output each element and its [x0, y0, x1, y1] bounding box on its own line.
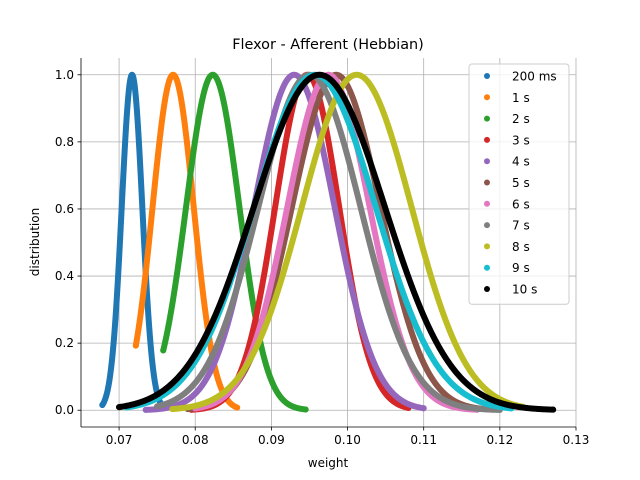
legend-marker — [484, 243, 490, 250]
legend-marker — [484, 73, 490, 79]
legend-label: 6 s — [512, 197, 530, 211]
x-tick-label: 0.07 — [106, 433, 133, 447]
legend-label: 2 s — [512, 112, 530, 126]
legend-label: 4 s — [512, 155, 530, 169]
y-tick-label: 0.8 — [55, 135, 74, 149]
legend-marker — [484, 179, 490, 186]
series-point-left — [154, 403, 161, 410]
series-curve — [169, 71, 526, 413]
series-point-left — [142, 406, 149, 413]
series-4-s — [142, 71, 427, 413]
x-tick-label: 0.11 — [410, 433, 437, 447]
series-point-right — [302, 406, 309, 413]
legend-label: 3 s — [512, 133, 530, 147]
x-tick-label: 0.12 — [486, 433, 513, 447]
x-axis-label: weight — [308, 456, 349, 470]
series-2-s — [160, 71, 309, 413]
legend-marker — [484, 286, 490, 292]
series-point-right — [420, 405, 427, 412]
series-curve — [132, 71, 241, 411]
legend-marker — [484, 136, 490, 143]
y-tick-label: 0.6 — [55, 202, 74, 216]
legend-marker — [484, 222, 490, 229]
x-tick-label: 0.13 — [563, 433, 590, 447]
legend-marker — [484, 200, 490, 207]
series-1-s — [132, 71, 241, 411]
series-curve — [160, 71, 309, 413]
series-point-right — [234, 404, 241, 411]
series-10-s — [116, 71, 557, 413]
series-200-ms — [99, 71, 164, 409]
legend-marker — [484, 158, 490, 165]
legend-label: 200 ms — [512, 70, 557, 84]
legend-marker — [484, 264, 490, 271]
series-point-left — [169, 406, 176, 413]
series-point-right — [550, 406, 557, 413]
legend-label: 10 s — [512, 283, 537, 297]
series-curve — [142, 71, 427, 413]
y-tick-label: 1.0 — [55, 68, 74, 82]
y-axis-label: distribution — [28, 208, 42, 276]
x-tick-label: 0.09 — [258, 433, 285, 447]
legend-frame — [468, 63, 570, 305]
series-curve — [99, 71, 164, 409]
legend-label: 1 s — [512, 91, 530, 105]
legend-label: 8 s — [512, 240, 530, 254]
legend-label: 7 s — [512, 219, 530, 233]
x-tick-label: 0.08 — [182, 433, 209, 447]
y-tick-label: 0.4 — [55, 269, 74, 283]
legend-label: 9 s — [512, 261, 530, 275]
series-curve — [116, 71, 557, 413]
x-tick-label: 0.10 — [334, 433, 361, 447]
series-curve — [154, 71, 503, 413]
axes: 0.07 0.08 0.09 0.10 0.11 0.12 0.13 0.0 0.2 0.4 0.6… — [55, 58, 589, 447]
series-point-left — [99, 402, 106, 409]
series-point-left — [132, 342, 139, 349]
legend-marker — [484, 94, 490, 101]
plot-area — [99, 71, 557, 413]
legend-label: 5 s — [512, 176, 530, 190]
y-tick-label: 0.2 — [55, 336, 74, 350]
chart-title: Flexor - Afferent (Hebbian) — [232, 37, 424, 53]
legend-marker — [484, 115, 490, 122]
series-point-left — [160, 347, 167, 354]
y-tick-label: 0.0 — [55, 403, 74, 417]
series-point-left — [116, 404, 123, 411]
legend: 200 ms 1 s 2 s 3 s 4 s 5 s 6 s 7 s 8 s 9 s 10 s — [468, 63, 570, 305]
